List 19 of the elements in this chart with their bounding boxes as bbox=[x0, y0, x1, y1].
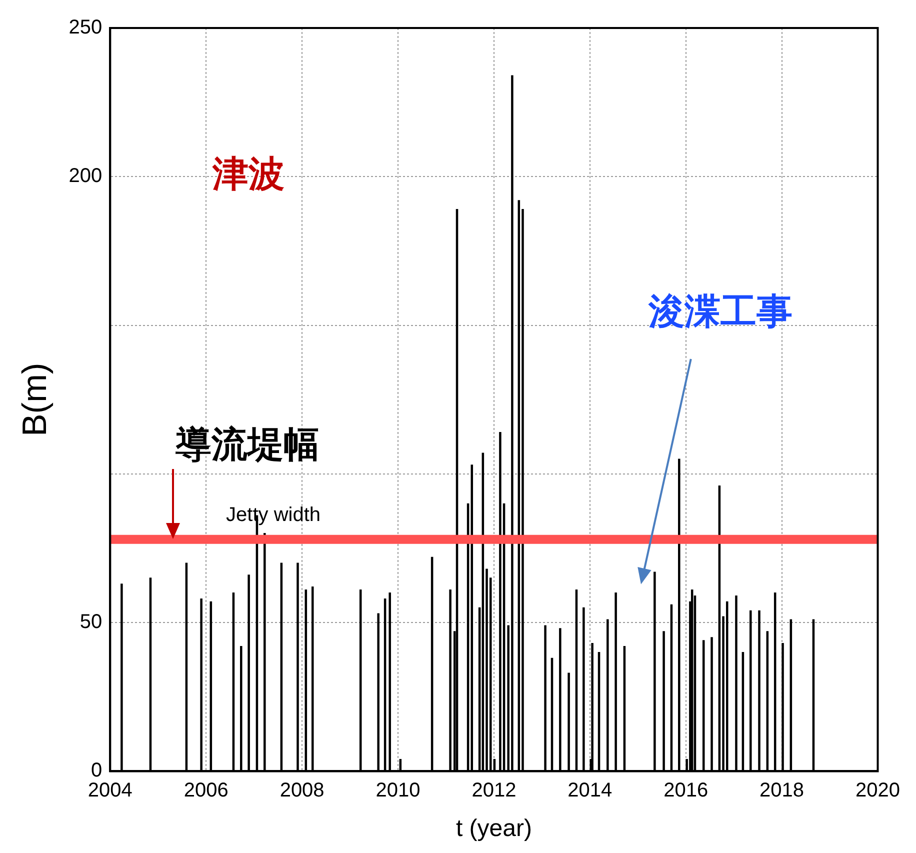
x-tick-label: 2004 bbox=[88, 780, 132, 802]
x-tick-label: 2018 bbox=[760, 780, 804, 802]
y-axis-title: B(m) bbox=[16, 362, 54, 436]
x-tick-label: 2012 bbox=[472, 780, 516, 802]
x-axis-title: t (year) bbox=[456, 815, 532, 842]
y-tick-label: 250 bbox=[68, 16, 102, 39]
annotation: 浚渫工事 bbox=[647, 291, 792, 332]
x-tick-label: 2010 bbox=[376, 780, 420, 802]
ref-line-label: Jetty width bbox=[226, 504, 321, 526]
y-tick-label: 50 bbox=[80, 611, 102, 634]
annotation: 導流堤幅 bbox=[174, 424, 320, 466]
x-tick-label: 2020 bbox=[856, 780, 900, 802]
x-tick-label: 2006 bbox=[184, 780, 228, 802]
y-tick-label: 200 bbox=[68, 165, 102, 188]
y-tick-label: 0 bbox=[91, 760, 102, 782]
annotation: 津波 bbox=[211, 154, 284, 195]
x-tick-label: 2014 bbox=[568, 780, 612, 802]
x-tick-label: 2008 bbox=[280, 780, 324, 802]
x-tick-label: 2016 bbox=[664, 780, 708, 802]
